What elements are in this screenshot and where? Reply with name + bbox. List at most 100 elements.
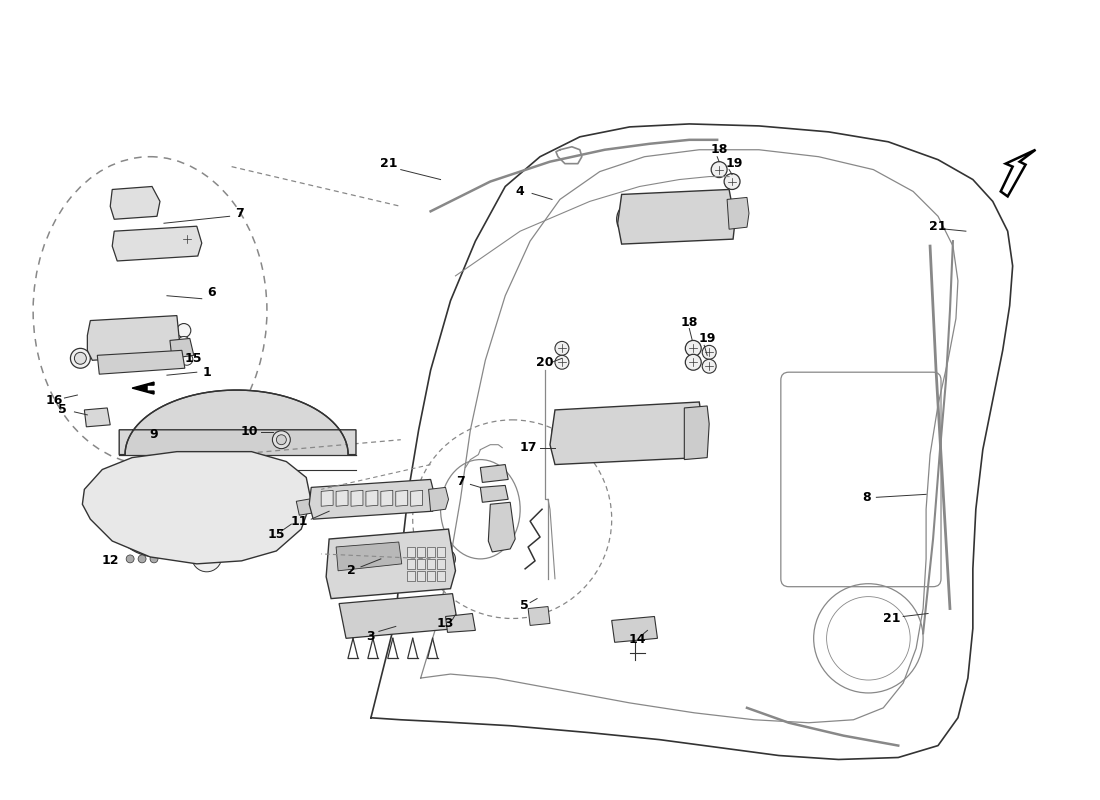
Circle shape (139, 555, 146, 563)
Circle shape (558, 418, 586, 446)
Polygon shape (427, 559, 434, 569)
Text: 21: 21 (930, 220, 947, 233)
Circle shape (688, 207, 712, 231)
Polygon shape (684, 406, 710, 459)
Text: 19: 19 (725, 157, 742, 170)
Circle shape (681, 202, 717, 237)
Text: 7: 7 (456, 475, 465, 488)
Circle shape (205, 462, 295, 552)
Polygon shape (97, 350, 185, 374)
Text: 21: 21 (381, 157, 397, 170)
Text: 12: 12 (101, 554, 119, 567)
Text: 5: 5 (58, 403, 67, 417)
Polygon shape (427, 547, 434, 557)
Polygon shape (321, 490, 333, 506)
Circle shape (180, 354, 192, 366)
Polygon shape (429, 487, 449, 511)
Circle shape (724, 174, 740, 190)
Circle shape (617, 202, 652, 237)
Polygon shape (85, 408, 110, 427)
Text: 7: 7 (235, 207, 244, 220)
Circle shape (634, 418, 661, 446)
Text: 5: 5 (520, 599, 528, 612)
Polygon shape (612, 617, 658, 642)
Text: 11: 11 (290, 514, 308, 528)
Polygon shape (337, 542, 401, 571)
Circle shape (150, 555, 158, 563)
Polygon shape (488, 502, 515, 552)
Circle shape (75, 352, 87, 364)
Circle shape (170, 354, 183, 366)
Polygon shape (396, 490, 408, 506)
Text: 19: 19 (698, 332, 716, 345)
Circle shape (152, 504, 162, 514)
Circle shape (191, 542, 222, 572)
Circle shape (656, 207, 680, 231)
Circle shape (566, 427, 576, 437)
Circle shape (213, 471, 285, 543)
Circle shape (273, 430, 290, 449)
Polygon shape (410, 490, 422, 506)
Polygon shape (550, 402, 705, 465)
Polygon shape (417, 547, 425, 557)
Circle shape (663, 215, 671, 223)
Text: 18: 18 (681, 316, 698, 329)
Text: 20: 20 (537, 356, 553, 369)
Polygon shape (437, 559, 444, 569)
Polygon shape (407, 559, 415, 569)
Circle shape (596, 418, 624, 446)
Text: 10: 10 (241, 426, 258, 438)
Polygon shape (437, 547, 444, 557)
Circle shape (119, 471, 195, 547)
Polygon shape (82, 452, 311, 564)
Polygon shape (437, 571, 444, 581)
Polygon shape (618, 190, 735, 244)
Circle shape (125, 191, 139, 206)
Text: 2: 2 (346, 564, 355, 578)
Text: 13: 13 (437, 617, 454, 630)
Polygon shape (112, 226, 201, 261)
Text: 21: 21 (882, 612, 900, 625)
Polygon shape (296, 498, 323, 515)
Text: 8: 8 (862, 491, 871, 504)
Circle shape (178, 337, 190, 348)
Circle shape (556, 355, 569, 370)
Circle shape (128, 206, 138, 216)
Circle shape (695, 215, 703, 223)
Polygon shape (417, 571, 425, 581)
Polygon shape (87, 315, 180, 360)
Circle shape (307, 500, 316, 508)
Polygon shape (337, 490, 348, 506)
Circle shape (109, 462, 205, 557)
Circle shape (692, 438, 701, 446)
Polygon shape (309, 479, 436, 519)
Circle shape (441, 554, 451, 564)
Text: 3: 3 (366, 630, 375, 643)
Circle shape (642, 427, 652, 437)
Circle shape (177, 323, 190, 338)
Text: 9: 9 (150, 428, 158, 442)
Polygon shape (381, 490, 393, 506)
Text: 6: 6 (208, 286, 216, 299)
Circle shape (702, 346, 716, 359)
Polygon shape (481, 465, 508, 482)
Polygon shape (119, 390, 356, 454)
Polygon shape (427, 571, 434, 581)
Text: 18: 18 (711, 143, 728, 156)
Text: 14: 14 (629, 633, 647, 646)
Polygon shape (351, 490, 363, 506)
Polygon shape (326, 529, 455, 598)
Polygon shape (169, 338, 194, 358)
Circle shape (556, 342, 569, 355)
Circle shape (712, 162, 727, 178)
Text: 17: 17 (519, 441, 537, 454)
Polygon shape (132, 382, 154, 394)
Circle shape (685, 341, 701, 356)
Circle shape (630, 215, 639, 223)
Polygon shape (407, 571, 415, 581)
Text: 15: 15 (185, 352, 202, 365)
Polygon shape (727, 198, 749, 229)
Circle shape (623, 207, 647, 231)
Circle shape (692, 424, 701, 432)
Circle shape (276, 434, 286, 445)
